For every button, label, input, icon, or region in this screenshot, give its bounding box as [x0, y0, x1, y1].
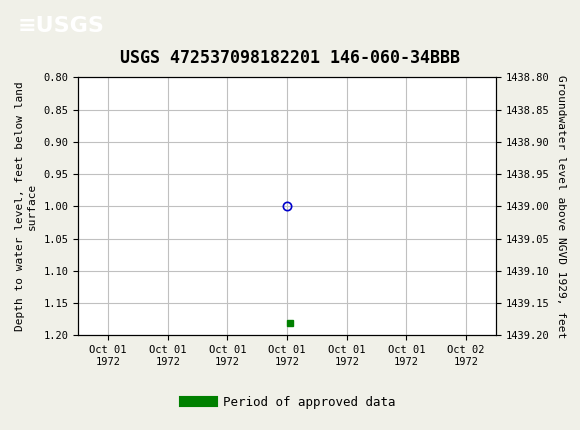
Text: ≡USGS: ≡USGS [17, 16, 104, 36]
Y-axis label: Depth to water level, feet below land
surface: Depth to water level, feet below land su… [15, 82, 37, 331]
Text: USGS 472537098182201 146-060-34BBB: USGS 472537098182201 146-060-34BBB [120, 49, 460, 67]
Y-axis label: Groundwater level above NGVD 1929, feet: Groundwater level above NGVD 1929, feet [556, 75, 566, 338]
Legend: Period of approved data: Period of approved data [179, 390, 401, 415]
